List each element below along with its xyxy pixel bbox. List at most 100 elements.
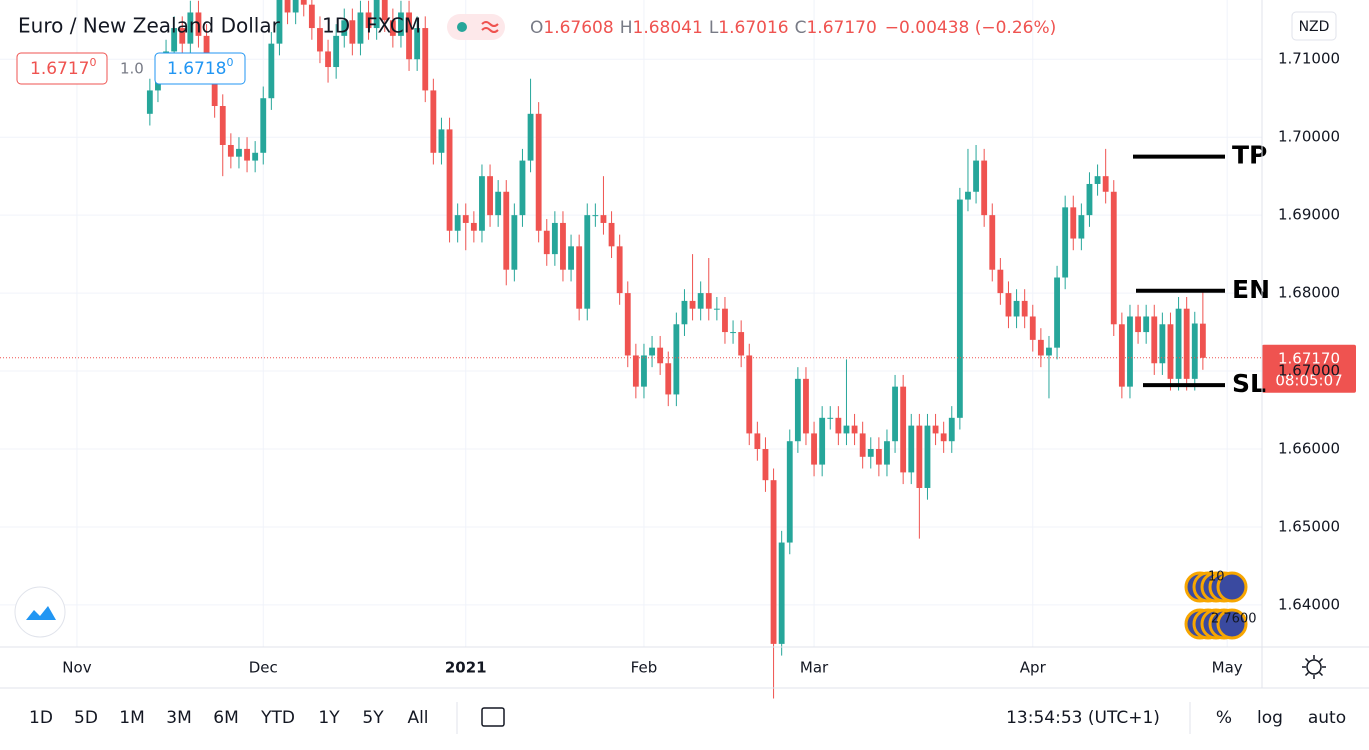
candle-body — [1159, 324, 1166, 364]
candle-body — [924, 425, 931, 488]
range-button[interactable]: 5D — [74, 708, 98, 728]
candle-body — [252, 152, 259, 161]
candle-body — [632, 355, 639, 387]
candle-body — [1094, 176, 1101, 184]
candle-body — [843, 425, 850, 434]
market-open-dot — [457, 22, 467, 32]
candle-body — [1118, 324, 1125, 387]
event-badge: 2 7600 — [1211, 612, 1257, 627]
annotation-label: TP — [1232, 141, 1267, 170]
candle-body — [900, 386, 907, 473]
candle-body — [811, 433, 817, 465]
range-button[interactable]: 1Y — [318, 708, 340, 728]
candle-body — [373, 0, 380, 29]
x-tick-label: 2021 — [445, 659, 487, 677]
interval[interactable]: 1D — [322, 14, 350, 38]
candle-body — [179, 28, 186, 44]
candle-body — [211, 67, 218, 107]
candle-body — [268, 43, 275, 99]
candle-body — [973, 160, 979, 192]
candle-body — [422, 28, 429, 91]
x-tick-label: Feb — [631, 659, 658, 677]
y-tick-label: 1.64000 — [1278, 595, 1340, 613]
y-tick-label: 1.71000 — [1278, 50, 1340, 68]
candle-body — [916, 425, 923, 488]
candle-body — [884, 441, 890, 465]
candle-body — [1062, 207, 1069, 278]
scale-option[interactable]: auto — [1308, 708, 1346, 728]
candle-body — [244, 148, 250, 161]
candle-body — [592, 215, 599, 217]
candle-body — [308, 4, 315, 29]
ohlc-key: C — [795, 18, 807, 38]
candle-body — [357, 12, 364, 44]
status-pill[interactable] — [447, 14, 505, 40]
sell-button[interactable] — [16, 52, 108, 85]
range-button[interactable]: 5Y — [362, 708, 384, 728]
ohlc-value: 1.67608 — [543, 18, 613, 38]
date-range-icon[interactable] — [481, 707, 505, 727]
candle-body — [1183, 308, 1190, 379]
clock[interactable]: 13:54:53 (UTC+1) — [1006, 708, 1160, 728]
candle-body — [398, 12, 404, 36]
y-tick-label: 1.70000 — [1278, 128, 1340, 146]
toolbar: 1D 5D 1M 3M 6M YTD 1Y 5Y All% log auto — [29, 708, 1346, 728]
candle-body — [195, 12, 202, 36]
candle-body — [414, 28, 421, 60]
candle-body — [908, 425, 915, 473]
candle-body — [341, 20, 348, 36]
candle-body — [236, 148, 242, 157]
buy-price: 1.67180 — [167, 56, 233, 79]
candle-body — [1021, 300, 1028, 317]
event-badge: 10 — [1208, 570, 1225, 585]
sell-price-main: 1.6717 — [30, 59, 89, 79]
candle-body — [762, 449, 769, 481]
candle-body — [657, 347, 664, 364]
candle-body — [641, 355, 647, 387]
candle-body — [227, 144, 234, 157]
candle-body — [1037, 339, 1044, 356]
candle-body — [859, 433, 866, 457]
candle-body — [665, 363, 672, 395]
candle-body — [535, 113, 542, 231]
candle-body — [1135, 316, 1141, 333]
candle-body — [551, 222, 558, 255]
candle-body — [1191, 323, 1198, 379]
range-button[interactable]: 1M — [119, 708, 144, 728]
candle-body — [454, 215, 461, 231]
scale-option[interactable]: % — [1216, 708, 1232, 728]
candle-body — [681, 300, 688, 325]
range-button[interactable]: 1D — [29, 708, 53, 728]
currency-box[interactable] — [1291, 11, 1337, 41]
candle-body — [300, 0, 307, 5]
buy-button[interactable] — [154, 52, 246, 85]
candle-body — [989, 215, 996, 270]
ohlc-value: 1.67016 — [718, 18, 788, 38]
candle-body — [1127, 316, 1133, 387]
ohlc-key: H — [620, 18, 633, 38]
scale-option[interactable]: log — [1257, 708, 1283, 728]
candle-body — [705, 293, 712, 309]
range-button[interactable]: 6M — [213, 708, 238, 728]
range-button[interactable]: All — [407, 708, 428, 728]
candle-body — [543, 230, 550, 255]
candle-body — [624, 293, 631, 356]
candle-body — [1151, 316, 1158, 364]
candle-body — [948, 417, 955, 442]
spread: 1.0 — [120, 60, 144, 78]
candles — [146, 0, 1206, 699]
last-price-label: 1.67170 — [1278, 349, 1340, 367]
logo[interactable] — [14, 586, 66, 638]
annotation-label: EN — [1232, 275, 1270, 304]
candle-body — [511, 215, 518, 270]
range-button[interactable]: 3M — [166, 708, 191, 728]
symbol[interactable]: Euro / New Zealand Dollar — [18, 14, 281, 38]
candle-body — [722, 308, 728, 333]
settings-icon[interactable] — [1306, 659, 1322, 675]
ohlc-legend: O1.67608 H1.68041 L1.67016 C1.67170 −0.00438… — [530, 18, 1056, 38]
range-button[interactable]: YTD — [260, 708, 295, 728]
candle-body — [576, 246, 583, 309]
candle-body — [187, 12, 194, 44]
